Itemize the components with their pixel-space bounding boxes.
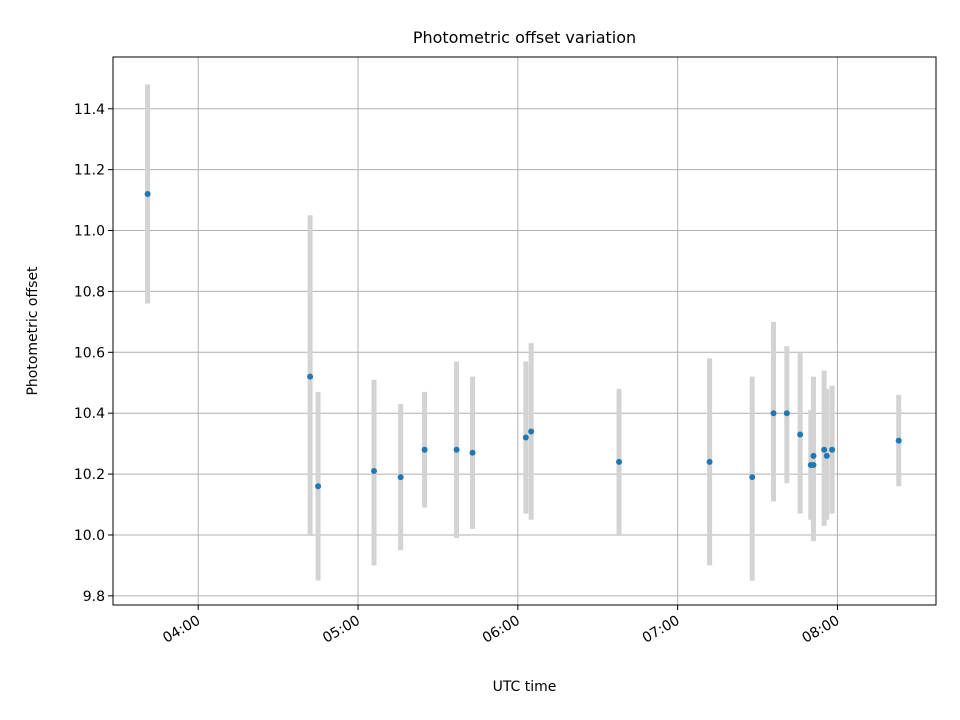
y-tick-label: 11.4 [74, 102, 105, 118]
data-point [528, 428, 535, 435]
y-tick-label: 9.8 [83, 589, 105, 605]
y-axis-label: Photometric offset [25, 266, 41, 396]
data-point [770, 410, 777, 417]
y-tick-label: 11.0 [74, 224, 105, 240]
data-point [895, 437, 902, 444]
data-point [315, 483, 322, 490]
y-tick-label: 10.6 [74, 345, 105, 361]
chart-title: Photometric offset variation [413, 28, 636, 47]
data-point [823, 452, 830, 459]
data-point [616, 458, 623, 465]
data-point [706, 458, 713, 465]
data-point [144, 191, 151, 197]
data-point [783, 410, 790, 417]
y-tick-label: 10.2 [74, 467, 105, 483]
data-point [522, 434, 529, 441]
x-axis-label: UTC time [493, 679, 557, 695]
data-points [144, 191, 902, 490]
plot-frame [112, 56, 937, 606]
y-tick-label: 10.4 [74, 406, 105, 422]
y-tick-label: 10.8 [74, 284, 105, 300]
data-point [797, 431, 804, 438]
data-point [821, 446, 828, 453]
data-point [307, 373, 314, 380]
data-point [371, 468, 378, 475]
data-point [397, 474, 404, 481]
data-point [810, 461, 817, 468]
data-point [453, 446, 460, 453]
data-point [829, 446, 836, 453]
data-point [749, 474, 756, 481]
data-point [810, 452, 817, 459]
y-axis-ticks: 9.8 10.0 10.2 10.4 10.6 10.8 11.0 11.2 11.4 [74, 102, 113, 605]
y-tick-label: 10.0 [74, 528, 105, 544]
grid [113, 57, 936, 605]
data-point [469, 449, 476, 456]
data-point [421, 446, 428, 453]
y-tick-label: 11.2 [74, 163, 105, 179]
